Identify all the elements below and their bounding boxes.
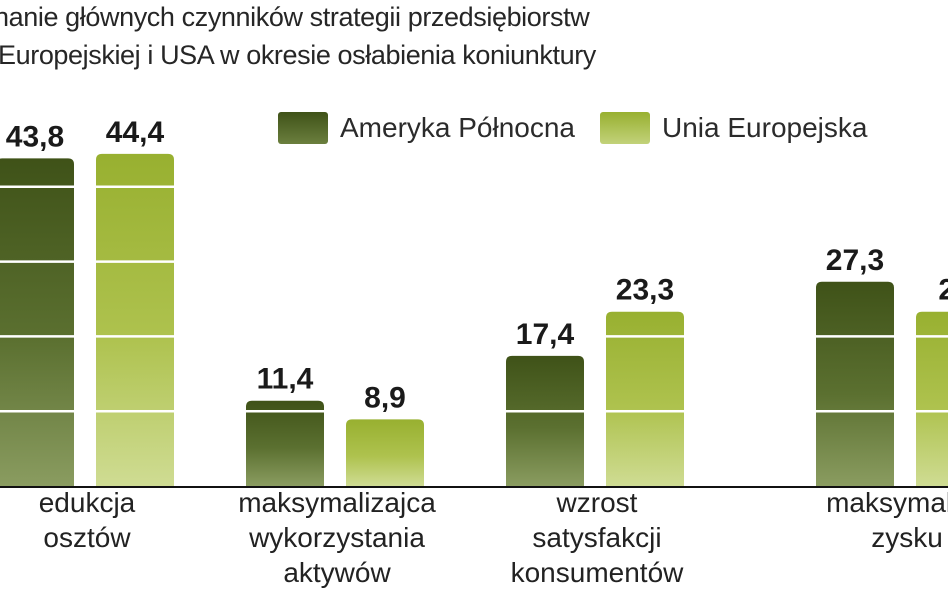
legend-label-european-union: Unia Europejska — [662, 112, 868, 143]
legend-item-north-america: Ameryka Północna — [278, 112, 575, 144]
category-label-0-line-0: edukcja — [39, 487, 136, 518]
bar-north-america-0 — [0, 158, 74, 486]
bar-european-union-1 — [346, 419, 424, 486]
category-label-2-line-2: konsumentów — [511, 557, 685, 588]
legend-item-european-union: Unia Europejska — [600, 112, 867, 144]
category-label-2-line-1: satysfakcji — [532, 522, 661, 553]
category-label-3-line-0: maksymaliza — [826, 487, 948, 518]
category-label-3-line-1: zysku — [871, 522, 943, 553]
chart-title-line-1: nanie głównych czynników strategii przed… — [0, 2, 590, 32]
data-label-european-union-2: 23,3 — [616, 274, 674, 307]
bar-north-america-3 — [816, 281, 894, 486]
data-label-north-america-0: 43,8 — [6, 120, 64, 153]
category-label-1-line-2: aktywów — [283, 557, 391, 588]
bar-european-union-0 — [96, 153, 174, 486]
data-label-north-america-3: 27,3 — [826, 244, 884, 277]
category-label-1-line-0: maksymalizajca — [238, 487, 436, 518]
legend-swatch-north-america — [278, 112, 328, 144]
category-label-2-line-0: wzrost — [556, 487, 638, 518]
data-label-european-union-0: 44,4 — [106, 116, 165, 149]
chart-title-line-2: Europejskiej i USA w okresie osłabienia … — [0, 40, 596, 70]
data-label-european-union-1: 8,9 — [364, 381, 406, 414]
data-label-european-union-3: 23 — [938, 274, 948, 307]
legend-label-north-america: Ameryka Północna — [340, 112, 576, 143]
data-label-north-america-2: 17,4 — [516, 318, 575, 351]
data-label-north-america-1: 11,4 — [257, 363, 314, 396]
bar-european-union-3 — [916, 311, 948, 486]
bar-north-america-2 — [506, 355, 584, 486]
category-label-1-line-1: wykorzystania — [248, 522, 425, 553]
legend-swatch-european-union — [600, 112, 650, 144]
bar-european-union-2 — [606, 311, 684, 486]
bar-north-america-1 — [246, 400, 324, 486]
category-label-0-line-1: osztów — [43, 522, 131, 553]
